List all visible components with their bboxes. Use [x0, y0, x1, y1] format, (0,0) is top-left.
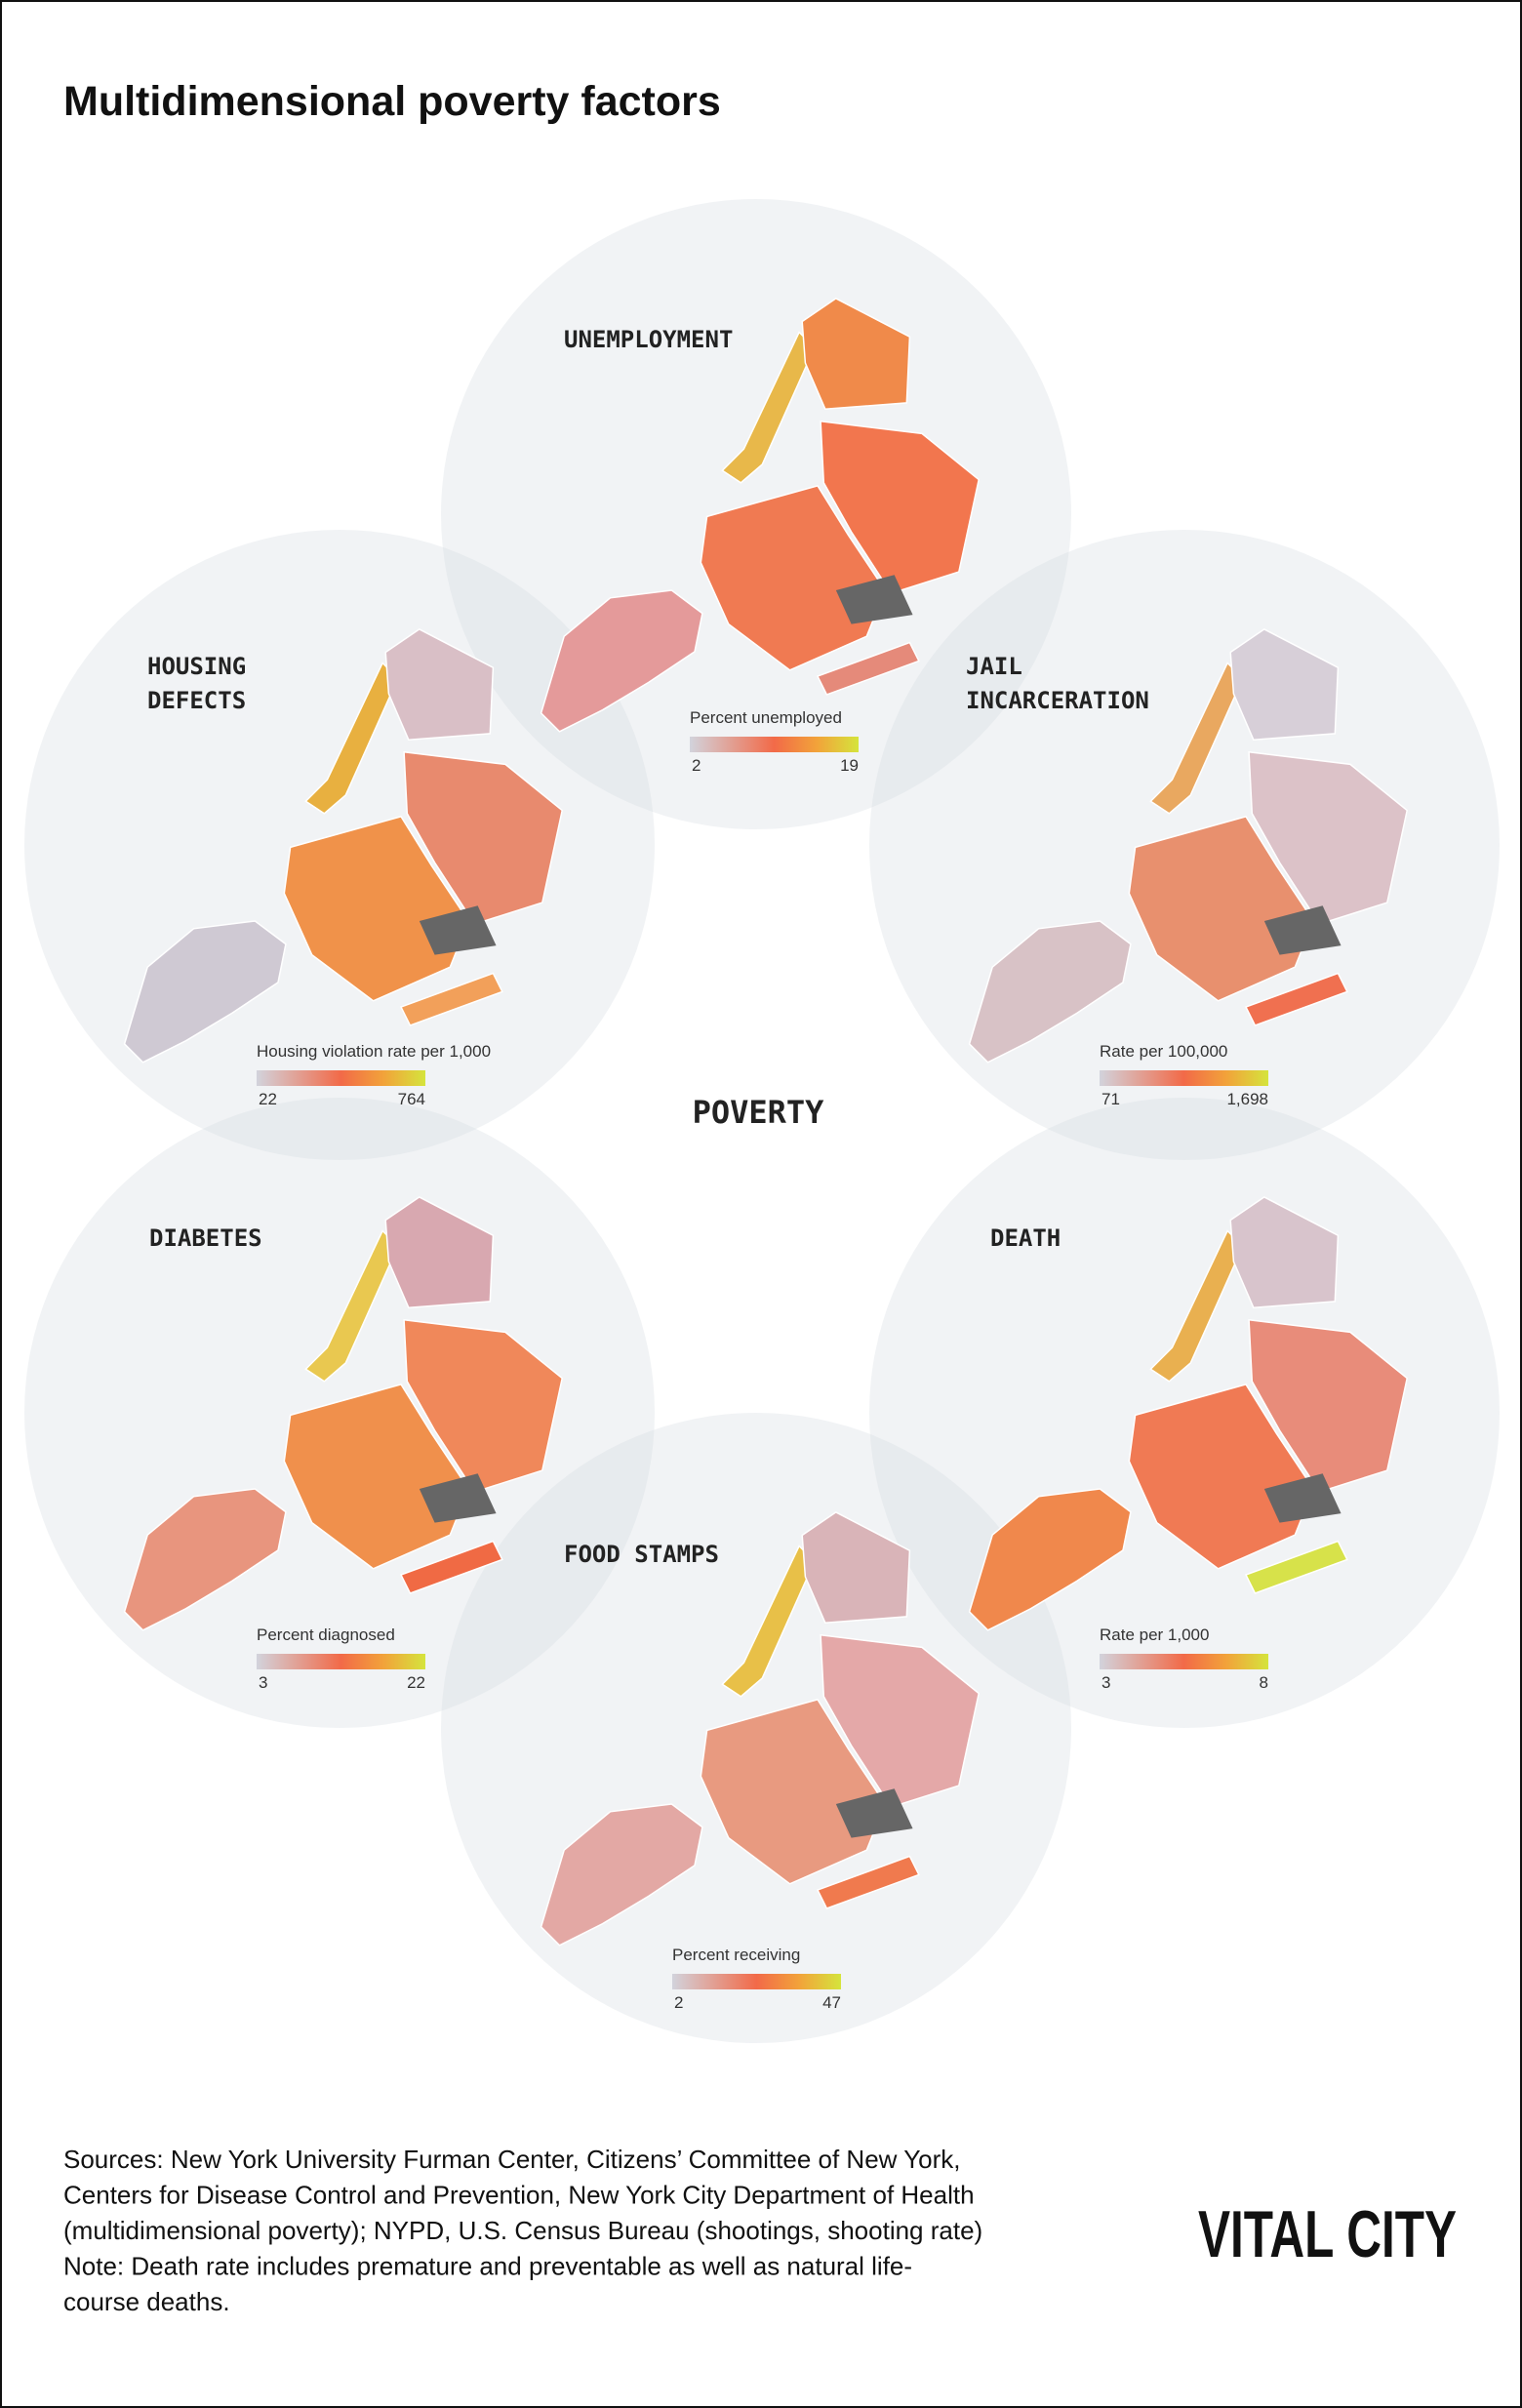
- park: [1263, 1473, 1342, 1523]
- source-line: (multidimensional poverty); NYPD, U.S. C…: [63, 2216, 982, 2245]
- sources: Sources: New York University Furman Cent…: [63, 2145, 982, 2316]
- borough: [283, 816, 470, 1002]
- borough: [283, 1384, 470, 1570]
- legend-title: Housing violation rate per 1,000: [257, 1042, 491, 1061]
- panel-label: DEATH: [990, 1224, 1061, 1252]
- legend-title: Rate per 1,000: [1100, 1625, 1209, 1644]
- borough: [540, 1803, 703, 1946]
- panel-label: DEFECTS: [147, 687, 246, 714]
- panel-label: DIABETES: [149, 1224, 262, 1252]
- borough: [801, 298, 911, 410]
- borough-map: [968, 628, 1409, 1064]
- borough: [1229, 628, 1340, 741]
- borough: [801, 1511, 911, 1624]
- source-line: Sources: New York University Furman Cent…: [63, 2145, 961, 2174]
- borough: [384, 1196, 495, 1308]
- borough: [399, 1540, 503, 1594]
- park: [835, 575, 913, 624]
- legend-title: Percent diagnosed: [257, 1625, 395, 1644]
- legend-max: 764: [398, 1090, 425, 1108]
- legend-max: 19: [840, 756, 859, 775]
- park: [419, 905, 497, 955]
- source-line: Centers for Disease Control and Preventi…: [63, 2181, 975, 2210]
- borough: [1128, 816, 1315, 1002]
- borough: [1244, 972, 1348, 1026]
- borough: [1229, 1196, 1340, 1308]
- park: [835, 1788, 913, 1838]
- legend-ramp: [257, 1070, 425, 1086]
- source-line: course deaths.: [63, 2287, 230, 2316]
- borough: [1248, 1318, 1409, 1493]
- legend-title: Rate per 100,000: [1100, 1042, 1227, 1061]
- park: [1263, 905, 1342, 955]
- borough: [1244, 1540, 1348, 1594]
- panel-label: JAIL: [966, 653, 1022, 680]
- borough: [384, 628, 495, 741]
- park: [419, 1473, 497, 1523]
- borough: [816, 641, 920, 696]
- maps: UNEMPLOYMENT Percent unemployed 2 19 HOUSING…: [123, 298, 1409, 2012]
- legend-title: Percent receiving: [672, 1946, 800, 1964]
- borough: [123, 920, 287, 1064]
- borough: [403, 1318, 564, 1493]
- borough-map: [540, 298, 981, 733]
- legend-min: 2: [692, 756, 701, 775]
- panel-label: UNEMPLOYMENT: [564, 326, 733, 353]
- borough: [700, 485, 887, 671]
- legend-ramp: [1100, 1654, 1268, 1669]
- legend-ramp: [1100, 1070, 1268, 1086]
- legend-ramp: [690, 737, 859, 752]
- borough: [123, 1488, 287, 1631]
- borough-map: [123, 628, 564, 1064]
- logo: VITAL CITY: [1198, 2197, 1457, 2271]
- borough-map: [540, 1511, 981, 1946]
- legend-ramp: [257, 1654, 425, 1669]
- borough: [816, 1855, 920, 1909]
- panel-label: INCARCERATION: [966, 687, 1149, 714]
- borough: [1248, 750, 1409, 925]
- borough: [820, 1633, 981, 1808]
- legend-max: 8: [1260, 1673, 1268, 1692]
- legend-title: Percent unemployed: [690, 708, 842, 727]
- center-label: POVERTY: [693, 1094, 825, 1131]
- borough: [403, 750, 564, 925]
- legend-ramp: [672, 1974, 841, 1989]
- borough: [820, 420, 981, 594]
- borough: [399, 972, 503, 1026]
- legend-min: 22: [259, 1090, 277, 1108]
- source-line: Note: Death rate includes premature and …: [63, 2252, 912, 2281]
- borough: [540, 589, 703, 733]
- panel-label: HOUSING: [147, 653, 246, 680]
- borough: [1128, 1384, 1315, 1570]
- legend-max: 1,698: [1226, 1090, 1268, 1108]
- panel-label: FOOD STAMPS: [564, 1541, 719, 1568]
- legend-min: 2: [674, 1993, 683, 2012]
- borough-map: [968, 1196, 1409, 1631]
- legend-max: 22: [407, 1673, 425, 1692]
- borough: [968, 1488, 1132, 1631]
- legend-max: 47: [822, 1993, 841, 2012]
- borough: [700, 1699, 887, 1885]
- title: Multidimensional poverty factors: [63, 78, 721, 125]
- legend-min: 3: [259, 1673, 267, 1692]
- borough: [968, 920, 1132, 1064]
- legend-min: 3: [1101, 1673, 1110, 1692]
- legend-min: 71: [1101, 1090, 1120, 1108]
- borough-map: [123, 1196, 564, 1631]
